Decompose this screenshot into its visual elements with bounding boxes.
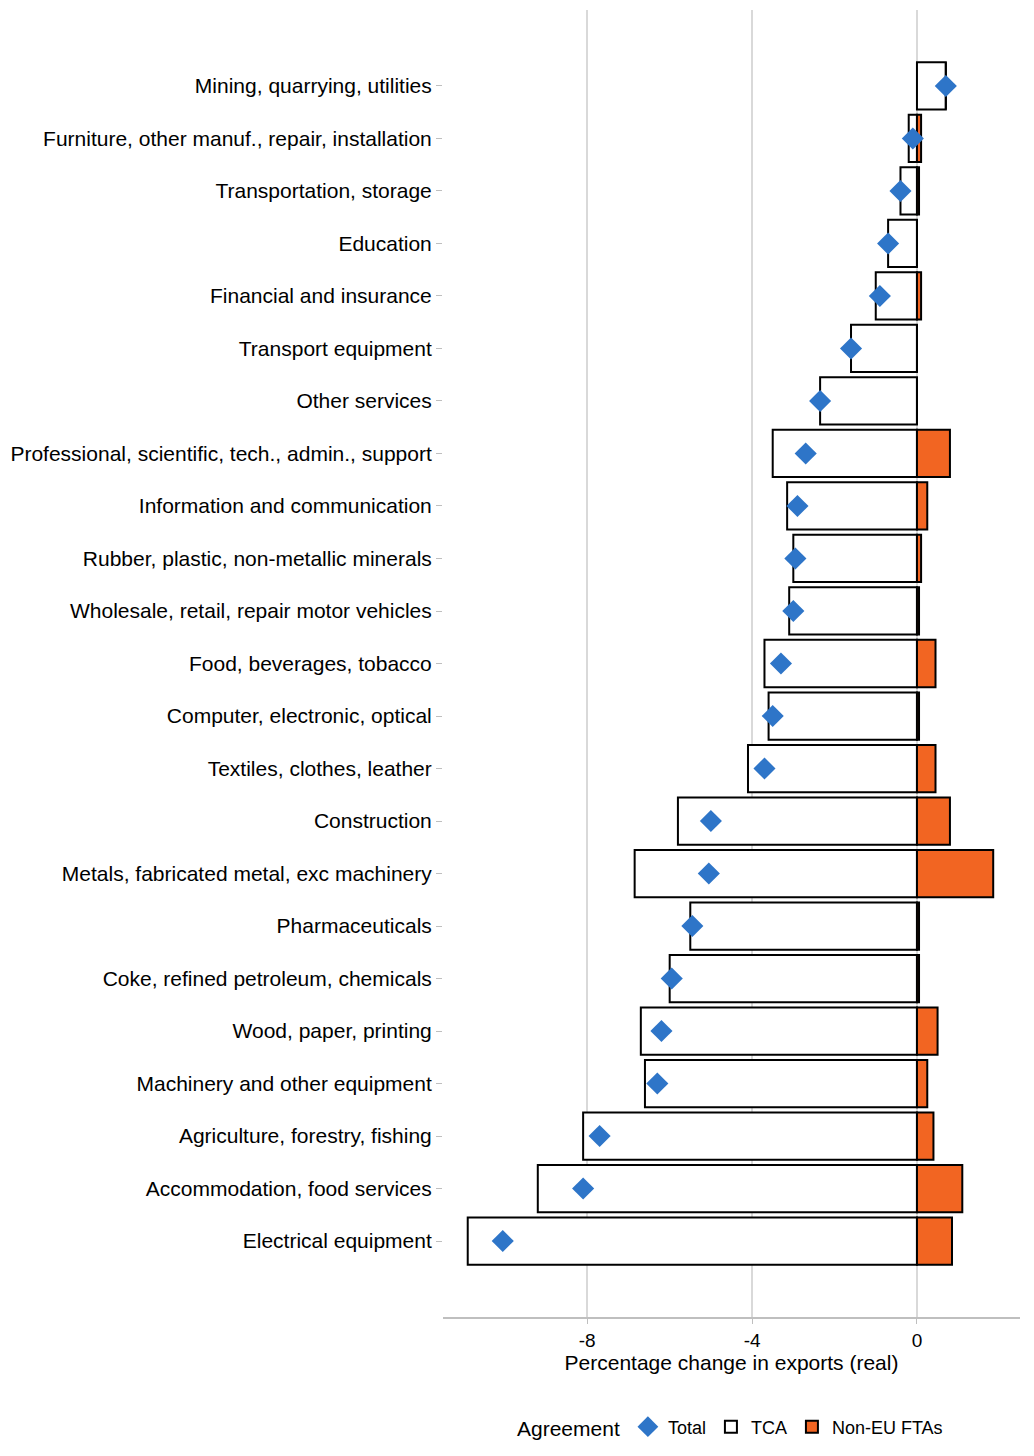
svg-text:Textiles, clothes, leather: Textiles, clothes, leather bbox=[208, 757, 432, 780]
svg-text:Non-EU FTAs: Non-EU FTAs bbox=[832, 1418, 943, 1438]
svg-text:Agriculture, forestry, fishing: Agriculture, forestry, fishing bbox=[179, 1124, 432, 1147]
svg-text:Education: Education bbox=[338, 232, 431, 255]
svg-text:Other services: Other services bbox=[296, 389, 431, 412]
svg-text:Metals, fabricated metal, exc: Metals, fabricated metal, exc machinery bbox=[62, 862, 432, 885]
svg-text:Mining, quarrying, utilities: Mining, quarrying, utilities bbox=[195, 74, 432, 97]
svg-text:Wholesale, retail, repair moto: Wholesale, retail, repair motor vehicles bbox=[70, 599, 432, 622]
svg-text:Total: Total bbox=[668, 1418, 706, 1438]
svg-text:-4: -4 bbox=[744, 1330, 761, 1351]
svg-text:Coke, refined petroleum, chemi: Coke, refined petroleum, chemicals bbox=[103, 967, 432, 990]
svg-text:Financial and insurance: Financial and insurance bbox=[210, 284, 432, 307]
svg-text:Wood, paper, printing: Wood, paper, printing bbox=[233, 1019, 432, 1042]
svg-text:Computer, electronic, optical: Computer, electronic, optical bbox=[167, 704, 432, 727]
svg-text:Electrical equipment: Electrical equipment bbox=[243, 1229, 432, 1252]
svg-text:Professional, scientific, tech: Professional, scientific, tech., admin.,… bbox=[10, 442, 432, 465]
svg-text:Transport equipment: Transport equipment bbox=[239, 337, 432, 360]
svg-text:Accommodation, food services: Accommodation, food services bbox=[146, 1177, 432, 1200]
svg-text:Food, beverages, tobacco: Food, beverages, tobacco bbox=[189, 652, 432, 675]
svg-text:Transportation, storage: Transportation, storage bbox=[215, 179, 431, 202]
svg-text:Machinery and other equipment: Machinery and other equipment bbox=[136, 1072, 432, 1095]
svg-text:Percentage change in exports (: Percentage change in exports (real) bbox=[565, 1351, 899, 1374]
svg-text:Furniture, other manuf., repai: Furniture, other manuf., repair, install… bbox=[43, 127, 432, 150]
svg-text:Construction: Construction bbox=[314, 809, 432, 832]
svg-text:-8: -8 bbox=[579, 1330, 596, 1351]
svg-text:Information and communication: Information and communication bbox=[139, 494, 432, 517]
svg-text:Agreement: Agreement bbox=[517, 1417, 620, 1440]
svg-text:Pharmaceuticals: Pharmaceuticals bbox=[277, 914, 432, 937]
svg-text:Rubber, plastic, non-metallic: Rubber, plastic, non-metallic minerals bbox=[83, 547, 432, 570]
svg-text:0: 0 bbox=[912, 1330, 923, 1351]
svg-text:TCA: TCA bbox=[751, 1418, 787, 1438]
